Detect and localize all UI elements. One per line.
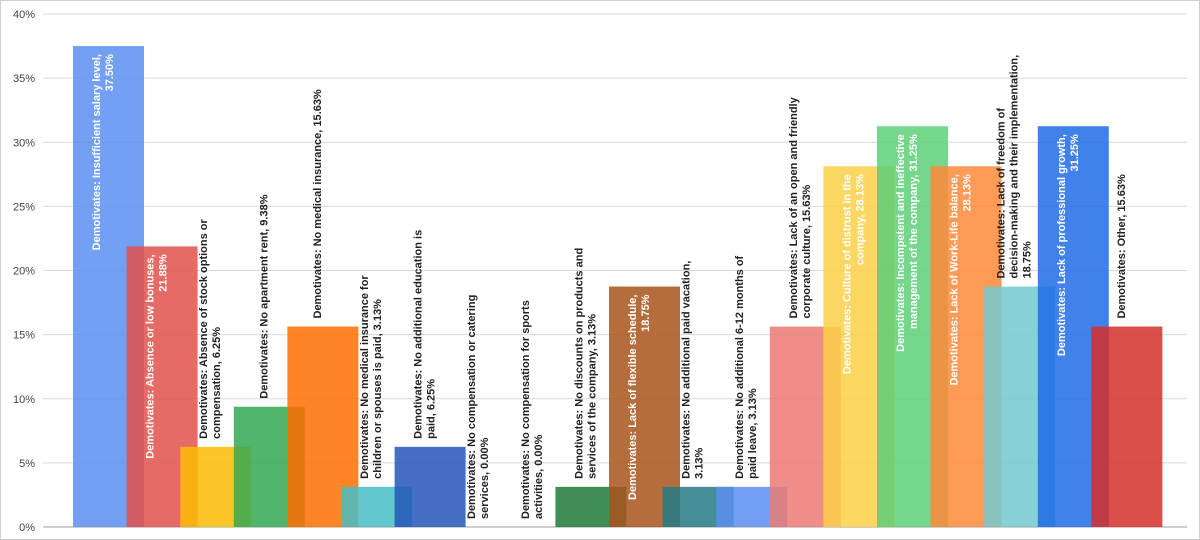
bar-label: compensation, 6.25%	[211, 327, 223, 439]
bar-label: Demotivates: Lack of freedom of	[996, 108, 1008, 279]
y-tick-label: 5%	[19, 458, 35, 470]
bar-label-group: Demotivates: Absence of stock options or…	[198, 218, 223, 438]
y-tick-label: 25%	[13, 201, 35, 213]
bar-label: activities, 0.00%	[533, 434, 545, 519]
y-tick-label: 40%	[13, 9, 35, 21]
bar-label: services, 0.00%	[479, 437, 491, 519]
bar-label-group: Demotivates: No additional 6-12 months o…	[734, 255, 759, 478]
bar-label-group: Demotivates: Absence or low bonuses, 21.8…	[145, 254, 170, 459]
bar-label: Demotivates: Lack of Work-Life balance,	[949, 174, 961, 385]
bar-label: Demotivates: No additional paid vacation…	[681, 261, 693, 479]
y-tick-label: 35%	[13, 73, 35, 85]
bar-label: Demotivates: Lack of an open and friendl…	[788, 96, 800, 318]
bar-label: services of the company, 3.13%	[586, 314, 598, 479]
bar-label: children or spouses is paid, 3.13%	[372, 299, 384, 479]
bar-label: Demotivates: Absence or low bonuses,	[145, 254, 157, 458]
bar-labels: Demotivates: Insufficient salary level, 3…	[91, 54, 1128, 519]
bar-label-group: Demotivates: No medical insurance for chi…	[359, 275, 384, 479]
bar-label: 31.25%	[1069, 134, 1081, 172]
bar-label: Demotivates: Other, 15.63%	[1116, 174, 1128, 319]
bar-label-group: Demotivates: Incompetent and ineffective…	[895, 134, 920, 352]
bar-label: Demotivates: Lack of professional growth…	[1056, 134, 1068, 356]
y-tick-label: 30%	[13, 137, 35, 149]
bar-label: Demotivates: No additional 6-12 months o…	[734, 255, 746, 478]
bar-label: corporate culture, 15.63%	[801, 184, 813, 318]
bar-label: 18.75%	[640, 294, 652, 332]
bar-label-group: Demotivates: No medical insurance, 15.63…	[312, 89, 324, 318]
bar-label-group: Demotivates: Lack of freedom of decision-…	[996, 55, 1034, 279]
bar	[394, 446, 466, 527]
bar-label: Demotivates: No compensation or catering	[466, 295, 478, 519]
bar-label-group: Demotivates: Culture of distrust in the c…	[841, 174, 866, 374]
bar-label-group: Demotivates: Lack of Work-Life balance, 2…	[949, 174, 974, 386]
bar-label: Demotivates: Absence of stock options or	[198, 218, 210, 438]
y-axis: 0% 5% 10% 15% 20% 25% 30% 35% 40%	[13, 9, 35, 534]
bar-label: Demotivates: No medical insurance, 15.63…	[312, 89, 324, 318]
bar-label: paid, 6.25%	[426, 379, 438, 439]
bars	[73, 46, 1163, 527]
bar-label: 21.88%	[158, 254, 170, 292]
bar-label: 28.13%	[962, 174, 974, 212]
bar-label: 3.13%	[694, 447, 706, 478]
bar-label: Demotivates: No medical insurance for	[359, 275, 371, 479]
bar-label: 37.50%	[104, 54, 116, 92]
bar-label-group: Demotivates: Lack of professional growth…	[1056, 134, 1081, 356]
bar-label-group: Demotivates: No apartment rent, 9.38%	[258, 194, 270, 398]
bar-label-group: Demotivates: No compensation or catering…	[466, 295, 491, 519]
bar-label: decision-making and their implementation…	[1009, 55, 1021, 279]
bar-label: Demotivates: Lack of flexible schedule,	[627, 295, 639, 500]
bar-label: Demotivates: No additional education is	[413, 230, 425, 439]
y-tick-label: 20%	[13, 266, 35, 278]
bar-label: company, 28.13%	[854, 174, 866, 265]
bar-label-group: Demotivates: No compensation for sports a…	[520, 300, 545, 519]
bar-label: 18.75%	[1022, 241, 1034, 279]
y-tick-label: 10%	[13, 394, 35, 406]
bar-label: management of the company, 31.25%	[908, 134, 920, 329]
bar-label-group: Demotivates: Lack of flexible schedule, 1…	[627, 294, 652, 500]
bar-label: Demotivates: No apartment rent, 9.38%	[258, 194, 270, 398]
bar-label: paid leave, 3.13%	[747, 388, 759, 479]
bar-label-group: Demotivates: Lack of an open and friendl…	[788, 96, 813, 318]
y-tick-label: 15%	[13, 330, 35, 342]
bar-label: Demotivates: No compensation for sports	[520, 300, 532, 519]
bar-label-group: Demotivates: Insufficient salary level, 3…	[91, 54, 116, 250]
bar-label: Demotivates: Incompetent and ineffective	[895, 134, 907, 352]
bar-label-group: Demotivates: No additional paid vacation…	[681, 261, 706, 479]
bar-label: Demotivates: No discounts on products an…	[573, 248, 585, 479]
y-tick-label: 0%	[19, 522, 35, 534]
bar-label-group: Demotivates: No additional education is p…	[413, 230, 438, 439]
bar-label: Demotivates: Insufficient salary level,	[91, 54, 103, 250]
bar	[1091, 326, 1163, 527]
bar-label-group: Demotivates: No discounts on products an…	[573, 248, 598, 479]
bar-label: Demotivates: Culture of distrust in the	[841, 174, 853, 374]
bar-label-group: Demotivates: Other, 15.63%	[1116, 174, 1128, 319]
